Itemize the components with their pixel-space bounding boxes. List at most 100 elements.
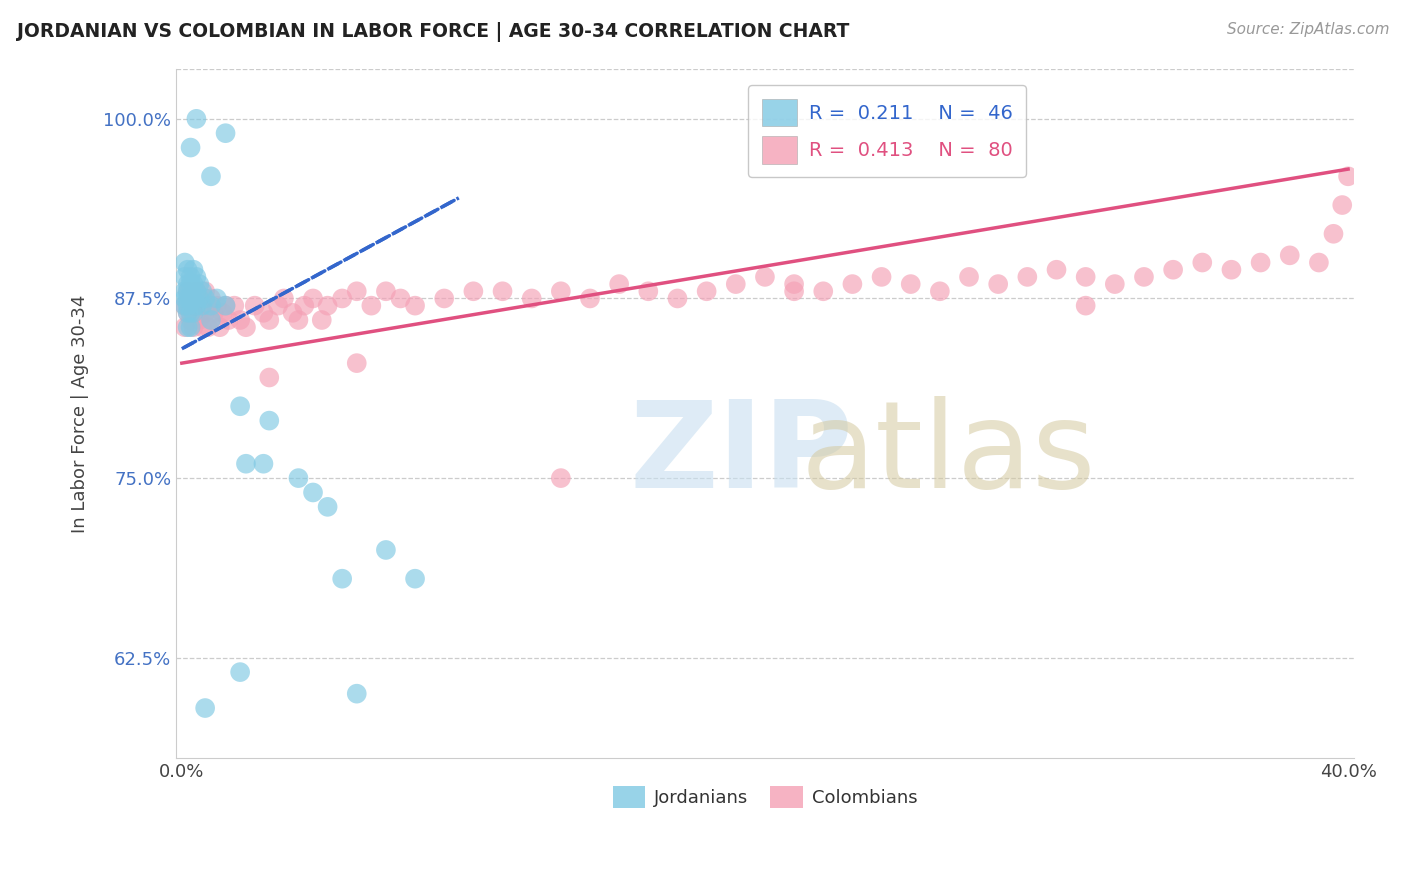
Point [173,299,195,313]
Point [188,292,211,306]
Point [550,471,572,485]
Point [186,285,208,299]
Point [346,285,368,299]
Point [1191,255,1213,269]
Point [1220,262,1243,277]
Point [180,306,202,320]
Point [252,306,274,320]
Point [273,292,295,306]
Point [194,285,217,299]
Point [783,285,806,299]
Point [229,665,252,679]
Point [287,471,309,485]
Point [200,299,222,313]
Point [208,320,231,334]
Point [1161,262,1184,277]
Point [1322,227,1344,241]
Point [259,414,281,428]
Point [194,292,217,306]
Point [173,255,195,269]
Point [389,292,412,306]
Point [188,277,211,291]
Point [1133,269,1156,284]
Point [180,277,202,291]
Point [520,292,543,306]
Point [404,299,426,313]
Point [183,299,205,313]
Point [191,299,214,313]
Point [463,285,485,299]
Point [900,277,922,291]
Point [928,285,950,299]
Point [252,457,274,471]
Point [267,299,290,313]
Point [1337,169,1360,184]
Point [243,299,266,313]
Point [433,292,456,306]
Point [330,572,353,586]
Point [724,277,747,291]
Point [1104,277,1126,291]
Point [987,277,1010,291]
Point [346,687,368,701]
Point [176,285,198,299]
Point [841,277,863,291]
Point [579,292,602,306]
Point [191,299,214,313]
Point [224,299,246,313]
Point [205,299,228,313]
Point [180,313,202,327]
Point [186,112,208,126]
Point [316,500,339,514]
Point [183,277,205,291]
Point [183,292,205,306]
Point [696,285,718,299]
Point [666,292,689,306]
Point [229,399,252,413]
Point [302,292,325,306]
Point [870,269,893,284]
Point [292,299,315,313]
Point [186,285,208,299]
Point [176,306,198,320]
Point [200,169,222,184]
Point [287,313,309,327]
Point [214,299,236,313]
Point [173,320,195,334]
Point [180,292,202,306]
Point [200,292,222,306]
Point [176,320,198,334]
Point [217,313,239,327]
Point [311,313,333,327]
Point [259,313,281,327]
Point [346,356,368,370]
Point [360,299,382,313]
Point [183,306,205,320]
Point [1017,269,1039,284]
Point [281,306,304,320]
Y-axis label: In Labor Force | Age 30-34: In Labor Force | Age 30-34 [72,294,89,533]
Point [180,320,202,334]
Point [186,269,208,284]
Point [200,313,222,327]
Point [1278,248,1301,262]
Point [173,299,195,313]
Point [173,269,195,284]
Point [637,285,659,299]
Point [214,126,236,140]
Point [302,485,325,500]
Point [205,292,228,306]
Point [957,269,980,284]
Point [1308,255,1330,269]
Point [173,292,195,306]
Point [194,701,217,715]
Point [197,320,219,334]
Point [550,285,572,299]
Text: JORDANIAN VS COLOMBIAN IN LABOR FORCE | AGE 30-34 CORRELATION CHART: JORDANIAN VS COLOMBIAN IN LABOR FORCE | … [17,22,849,42]
Point [202,306,225,320]
Text: atlas: atlas [800,396,1095,513]
Point [173,285,195,299]
Point [235,457,257,471]
Point [259,370,281,384]
Point [1331,198,1354,212]
